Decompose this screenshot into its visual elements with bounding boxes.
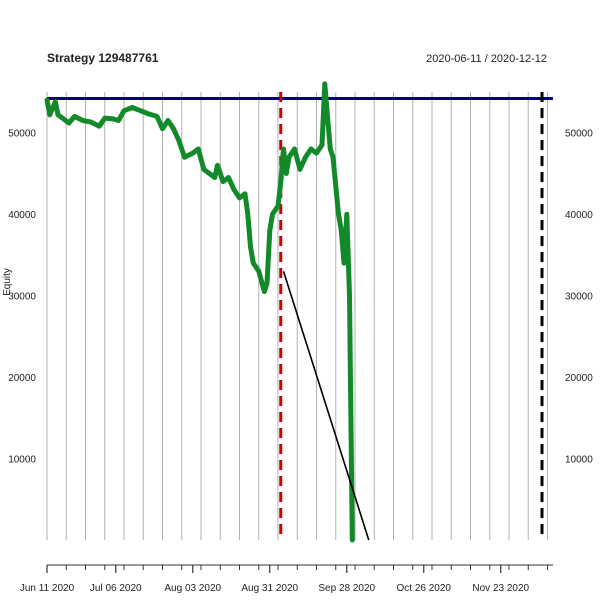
series-layer	[44, 81, 370, 543]
chart-date-range: 2020-06-11 / 2020-12-12	[426, 53, 547, 65]
y-axis-label: Equity	[2, 268, 13, 296]
x-tick-label: Aug 03 2020	[164, 583, 221, 594]
y-tick-label-left: 50000	[8, 129, 36, 140]
reference-layer	[47, 92, 553, 540]
axes: Jun 11 2020 Jul 06 2020 Aug 03 2020 Aug 31 …	[8, 129, 593, 594]
equity-series-line	[44, 81, 355, 543]
x-tick-label: Jul 06 2020	[90, 583, 142, 594]
y-tick-label-left: 40000	[8, 210, 36, 221]
y-tick-label-left: 30000	[8, 292, 36, 303]
y-tick-label-left: 10000	[8, 455, 36, 466]
chart-title: Strategy 129487761	[47, 51, 159, 65]
x-tick-label: Aug 31 2020	[241, 583, 298, 594]
y-tick-label-right: 40000	[565, 210, 593, 221]
x-tick-label: Sep 28 2020	[318, 583, 375, 594]
y-tick-label-right: 20000	[565, 373, 593, 384]
y-tick-label-right: 50000	[565, 129, 593, 140]
y-tick-label-left: 20000	[8, 373, 36, 384]
y-tick-label-right: 10000	[565, 455, 593, 466]
x-tick-label: Oct 26 2020	[397, 583, 452, 594]
y-tick-label-right: 30000	[565, 292, 593, 303]
trend-line	[282, 270, 370, 541]
x-tick-label: Jun 11 2020	[20, 583, 75, 594]
x-tick-label: Nov 23 2020	[472, 583, 529, 594]
